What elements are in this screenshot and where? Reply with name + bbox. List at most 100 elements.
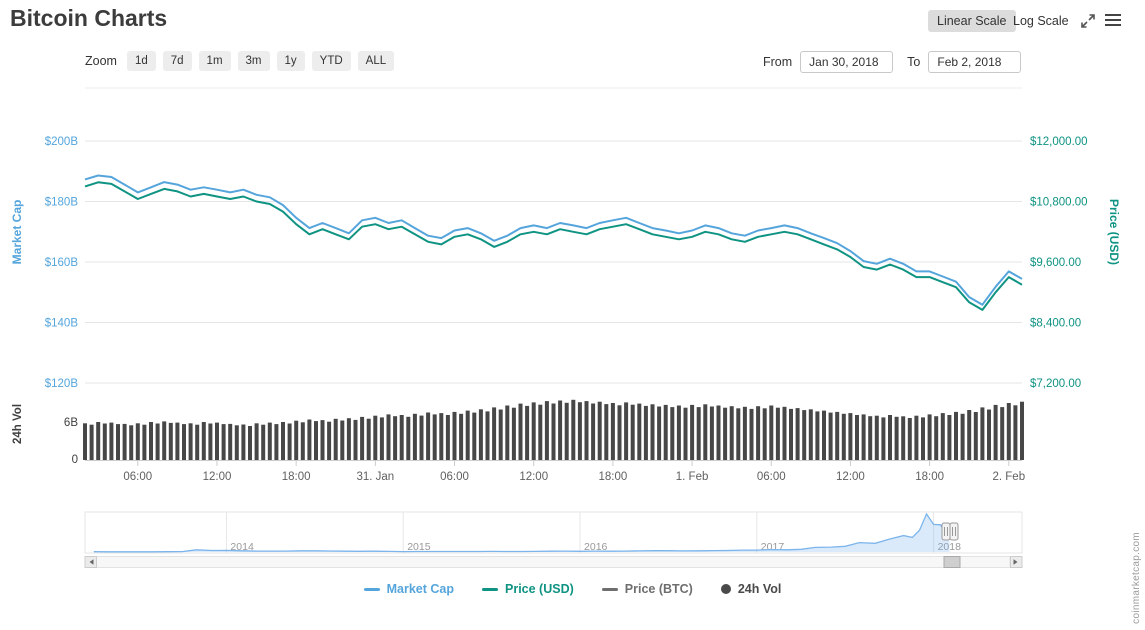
- x-axis-label: 12:00: [203, 471, 232, 483]
- navigator-year-label: 2016: [584, 541, 608, 553]
- volume-bar: [967, 410, 972, 460]
- volume-bar: [1020, 401, 1024, 460]
- scrollbar-right-button[interactable]: [1010, 556, 1023, 568]
- volume-bar: [729, 406, 734, 460]
- chart-plot-area[interactable]: [85, 100, 1022, 460]
- volume-bar: [907, 418, 912, 460]
- volume-bar: [993, 404, 998, 460]
- legend-label: Price (USD): [505, 582, 574, 596]
- volume-bar: [155, 423, 160, 460]
- volume-bar: [215, 422, 219, 460]
- price-axis-tick: $9,600.00: [1030, 257, 1081, 269]
- volume-bar: [954, 411, 958, 460]
- volume-bar: [571, 399, 576, 460]
- volume-bar: [432, 414, 437, 460]
- volume-bar: [769, 405, 774, 460]
- price-btc-line-marker: [601, 587, 618, 591]
- volume-bar: [696, 407, 701, 460]
- volume-bar: [749, 408, 754, 460]
- watermark: coinmarketcap.com: [1131, 532, 1142, 624]
- navigator-handle[interactable]: [941, 522, 951, 541]
- volume-bar: [531, 402, 536, 460]
- volume-bar: [492, 407, 497, 460]
- volume-bar: [584, 401, 589, 460]
- x-axis-label: 18:00: [598, 471, 627, 483]
- price-axis-tick: $12,000.00: [1030, 136, 1088, 148]
- legend-item-price-btc[interactable]: Price (BTC): [601, 582, 693, 596]
- market-cap-axis-tick: $200B: [45, 136, 79, 148]
- volume-bar: [452, 411, 457, 460]
- volume-bar: [188, 423, 193, 460]
- volume-axis-tick: 0: [72, 454, 78, 466]
- market-cap-axis-tick: $160B: [45, 257, 79, 269]
- zoom-button-3m[interactable]: 3m: [237, 51, 270, 71]
- volume-bar: [234, 425, 239, 460]
- volume-bar: [835, 411, 840, 460]
- x-axis-label: 06:00: [757, 471, 786, 483]
- navigator-handle[interactable]: [949, 522, 959, 541]
- legend-item-price-usd[interactable]: Price (USD): [482, 582, 574, 596]
- volume-bar: [525, 405, 530, 460]
- to-date-input[interactable]: [928, 51, 1022, 73]
- zoom-button-ytd[interactable]: YTD: [311, 51, 351, 71]
- zoom-button-all[interactable]: ALL: [357, 51, 395, 71]
- volume-bar: [300, 422, 305, 460]
- volume-bar: [478, 409, 483, 460]
- zoom-button-1y[interactable]: 1y: [276, 51, 305, 71]
- navigator-area[interactable]: [93, 514, 950, 552]
- navigator-line: [93, 512, 950, 553]
- volume-bar: [439, 413, 444, 460]
- scrollbar-thumb[interactable]: [943, 556, 961, 568]
- scrollbar-track[interactable]: [96, 556, 1011, 568]
- volume-bar: [861, 414, 866, 460]
- date-range-toolbar: From To: [763, 51, 1022, 73]
- scrollbar-left-button[interactable]: [84, 556, 97, 568]
- volume-bar: [987, 409, 991, 460]
- chart-menu-button[interactable]: [1104, 13, 1122, 30]
- legend-item-market-cap[interactable]: Market Cap: [363, 582, 454, 596]
- volume-bar: [841, 413, 846, 460]
- chart-legend: Market Cap Price (USD) Price (BTC) 24h V…: [0, 582, 1145, 596]
- volume-bar: [129, 425, 134, 460]
- linear-scale-button[interactable]: Linear Scale: [928, 10, 1016, 32]
- volume-bar: [228, 423, 233, 460]
- from-date-input[interactable]: [800, 51, 894, 73]
- price-usd-line: [84, 181, 1023, 311]
- volume-bar: [426, 412, 431, 460]
- volume-bar: [855, 415, 859, 460]
- volume-bar: [346, 418, 351, 460]
- volume-bar: [267, 422, 272, 460]
- volume-bar: [894, 416, 899, 460]
- page-title: Bitcoin Charts: [10, 5, 168, 31]
- volume-bar: [630, 404, 635, 460]
- price-axis-tick: $10,800.00: [1030, 197, 1088, 209]
- volume-bar: [472, 412, 477, 460]
- zoom-button-1m[interactable]: 1m: [198, 51, 231, 71]
- volume-bar: [412, 413, 417, 460]
- x-axis-label: 2. Feb: [992, 471, 1025, 483]
- volume-bar: [353, 419, 358, 460]
- volume-bar: [498, 409, 503, 460]
- volume-bar: [934, 416, 939, 460]
- volume-bar: [670, 407, 675, 460]
- volume-bar: [89, 424, 94, 460]
- volume-bar: [947, 415, 952, 460]
- volume-bar: [294, 420, 299, 460]
- volume-bar: [83, 423, 87, 460]
- volume-bar: [419, 415, 424, 460]
- volume-bar: [366, 418, 371, 460]
- legend-item-24h-vol[interactable]: 24h Vol: [720, 582, 781, 596]
- volume-bar: [973, 412, 978, 460]
- zoom-button-7d[interactable]: 7d: [162, 51, 192, 71]
- volume-bar: [558, 400, 563, 460]
- x-axis-label: 12:00: [519, 471, 548, 483]
- fullscreen-button[interactable]: [1080, 13, 1096, 32]
- volume-bar: [393, 416, 398, 460]
- x-axis-label: 06:00: [123, 471, 152, 483]
- volume-bar: [709, 406, 714, 460]
- zoom-button-1d[interactable]: 1d: [126, 51, 156, 71]
- volume-bar: [142, 424, 147, 460]
- navigator-year-label: 2015: [407, 541, 431, 553]
- volume-bar: [874, 415, 879, 460]
- log-scale-button[interactable]: Log Scale: [1013, 14, 1069, 28]
